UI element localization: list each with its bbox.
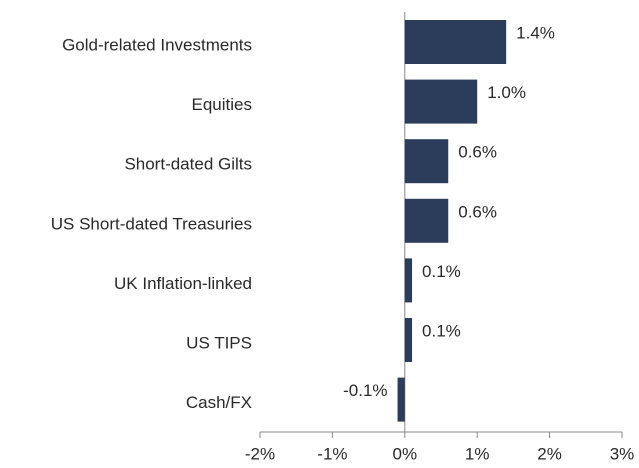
x-tick-label: 0% xyxy=(393,444,418,463)
value-label: 0.6% xyxy=(458,143,497,162)
value-label: -0.1% xyxy=(343,381,387,400)
value-label: 1.0% xyxy=(487,83,526,102)
bar xyxy=(404,318,413,362)
category-label: Gold-related Investments xyxy=(62,35,252,54)
category-label: UK Inflation-linked xyxy=(114,274,252,293)
category-label: Equities xyxy=(192,95,252,114)
bar xyxy=(404,139,449,184)
category-label: Cash/FX xyxy=(186,393,252,412)
bar xyxy=(404,79,478,124)
bar xyxy=(404,198,449,243)
category-label: US TIPS xyxy=(186,333,252,352)
value-label: 1.4% xyxy=(516,23,555,42)
bar xyxy=(404,258,413,303)
category-label: US Short-dated Treasuries xyxy=(51,214,252,233)
bar xyxy=(404,20,507,64)
x-tick-label: 2% xyxy=(537,444,562,463)
x-tick-label: -2% xyxy=(245,444,275,463)
x-tick-label: 3% xyxy=(610,444,635,463)
value-label: 0.1% xyxy=(422,321,461,340)
bar xyxy=(397,377,405,422)
value-label: 0.1% xyxy=(422,262,461,281)
category-label: Short-dated Gilts xyxy=(124,155,252,174)
x-tick-label: -1% xyxy=(317,444,347,463)
x-tick-label: 1% xyxy=(465,444,490,463)
value-label: 0.6% xyxy=(458,202,497,221)
